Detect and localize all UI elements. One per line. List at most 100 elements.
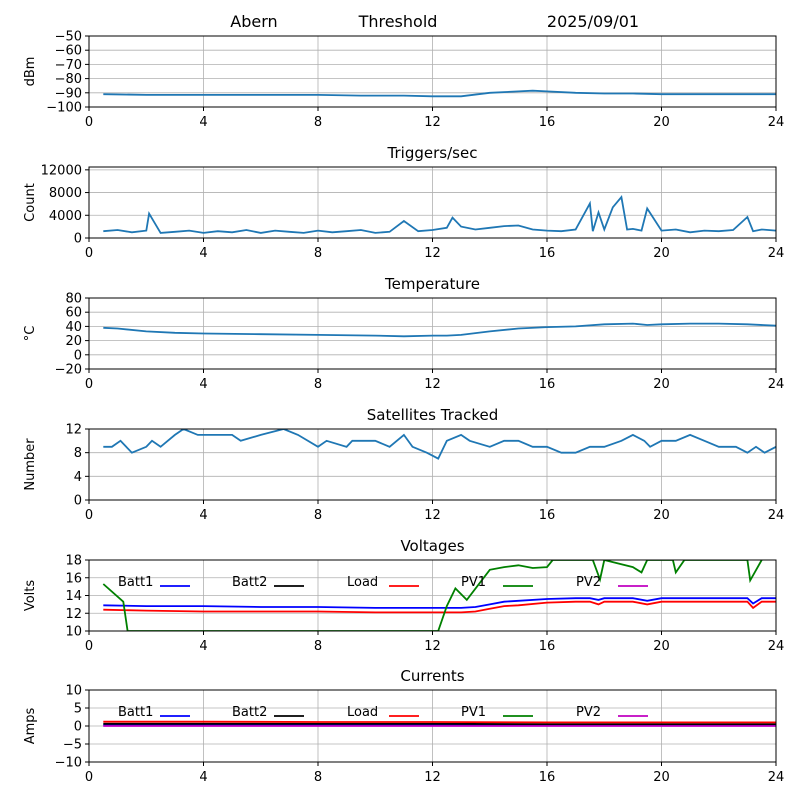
- chart-title: Temperature: [384, 275, 480, 293]
- x-tick-label: 0: [85, 770, 93, 785]
- y-tick-label: 12: [65, 607, 82, 622]
- y-axis-label: °C: [23, 326, 38, 342]
- chart-title: Currents: [400, 667, 464, 685]
- y-tick-label: −5: [63, 738, 82, 753]
- header-mode: Threshold: [358, 12, 438, 31]
- y-tick-label: −20: [55, 363, 82, 378]
- x-tick-label: 8: [314, 115, 322, 130]
- x-tick-label: 24: [768, 639, 785, 654]
- legend-label: PV2: [576, 575, 601, 590]
- x-tick-label: 16: [539, 246, 556, 261]
- x-tick-label: 0: [85, 115, 93, 130]
- x-tick-label: 8: [314, 246, 322, 261]
- x-tick-label: 0: [85, 639, 93, 654]
- y-tick-label: 14: [65, 589, 82, 604]
- legend-label: Batt1: [118, 705, 153, 720]
- y-tick-label: 12: [65, 423, 82, 438]
- x-tick-label: 24: [768, 508, 785, 523]
- legend-label: PV1: [461, 705, 486, 720]
- legend-label: Batt2: [232, 705, 267, 720]
- y-tick-label: −50: [55, 30, 82, 45]
- y-axis-label: Count: [23, 183, 38, 222]
- x-tick-label: 8: [314, 508, 322, 523]
- x-tick-label: 16: [539, 639, 556, 654]
- y-axis-label: Number: [23, 438, 38, 491]
- x-tick-label: 4: [199, 639, 207, 654]
- legend-label: PV1: [461, 575, 486, 590]
- x-tick-label: 0: [85, 377, 93, 392]
- y-tick-label: 8000: [49, 186, 82, 201]
- header-station: Abern: [230, 12, 277, 31]
- x-tick-label: 8: [314, 639, 322, 654]
- x-tick-label: 8: [314, 377, 322, 392]
- y-tick-label: 0: [74, 720, 82, 735]
- y-tick-label: −60: [55, 44, 82, 59]
- x-tick-label: 4: [199, 377, 207, 392]
- x-tick-label: 24: [768, 377, 785, 392]
- x-tick-label: 4: [199, 246, 207, 261]
- y-tick-label: −70: [55, 58, 82, 73]
- chart-panel-2: 0 4 8 12 16 20 24 0 4000 8000 12000 Triggers/sec Cou…: [23, 144, 784, 261]
- x-tick-label: 16: [539, 508, 556, 523]
- y-tick-label: 12000: [41, 163, 82, 178]
- x-tick-label: 12: [424, 508, 441, 523]
- x-tick-label: 20: [653, 639, 670, 654]
- series-line-load: [103, 720, 776, 724]
- x-tick-label: 20: [653, 377, 670, 392]
- series-line-main: [103, 429, 776, 460]
- x-tick-label: 0: [85, 246, 93, 261]
- y-tick-label: −100: [46, 101, 82, 116]
- y-tick-label: 5: [74, 702, 82, 717]
- series-line-load: [103, 600, 776, 614]
- y-tick-label: 18: [65, 554, 82, 569]
- legend-label: Load: [347, 575, 378, 590]
- y-tick-label: 0: [74, 232, 82, 247]
- x-tick-label: 0: [85, 508, 93, 523]
- chart-panel-1: 0 4 8 12 16 20 24 −100−90−80−70−60−50 dBm: [23, 30, 784, 131]
- chart-panel-4: 0 4 8 12 16 20 24 0 4 8 12 Satellites Tracked Number: [23, 406, 784, 523]
- x-tick-label: 20: [653, 246, 670, 261]
- y-tick-label: −10: [55, 756, 82, 771]
- x-tick-label: 4: [199, 770, 207, 785]
- y-axis-label: dBm: [23, 57, 38, 87]
- y-tick-label: 4000: [49, 209, 82, 224]
- y-tick-label: 10: [65, 625, 82, 640]
- y-tick-label: −80: [55, 72, 82, 87]
- y-axis-label: Amps: [23, 707, 38, 744]
- series-line-main: [103, 322, 776, 338]
- legend-label: Batt1: [118, 575, 153, 590]
- x-tick-label: 24: [768, 246, 785, 261]
- x-tick-label: 12: [424, 639, 441, 654]
- x-tick-label: 4: [199, 508, 207, 523]
- y-tick-label: 16: [65, 571, 82, 586]
- chart-title: Voltages: [400, 537, 464, 555]
- x-tick-label: 20: [653, 508, 670, 523]
- y-tick-label: 80: [65, 292, 82, 307]
- y-tick-label: 4: [74, 470, 82, 485]
- x-tick-label: 4: [199, 115, 207, 130]
- x-tick-label: 24: [768, 770, 785, 785]
- x-tick-label: 8: [314, 770, 322, 785]
- y-tick-label: 60: [65, 306, 82, 321]
- y-tick-label: 20: [65, 334, 82, 349]
- x-tick-label: 12: [424, 246, 441, 261]
- x-tick-label: 16: [539, 115, 556, 130]
- legend-label: Load: [347, 705, 378, 720]
- y-tick-label: 0: [74, 348, 82, 363]
- x-tick-label: 20: [653, 115, 670, 130]
- header-date: 2025/09/01: [547, 12, 639, 31]
- y-tick-label: 0: [74, 494, 82, 509]
- y-axis-label: Volts: [23, 580, 38, 612]
- legend-label: PV2: [576, 705, 601, 720]
- series-line-main: [103, 89, 776, 98]
- x-tick-label: 12: [424, 377, 441, 392]
- x-tick-label: 12: [424, 115, 441, 130]
- x-tick-label: 16: [539, 377, 556, 392]
- y-tick-label: −90: [55, 86, 82, 101]
- series-line-pv1: [102, 560, 763, 631]
- x-tick-label: 16: [539, 770, 556, 785]
- y-tick-label: 8: [74, 446, 82, 461]
- y-tick-label: 10: [65, 684, 82, 699]
